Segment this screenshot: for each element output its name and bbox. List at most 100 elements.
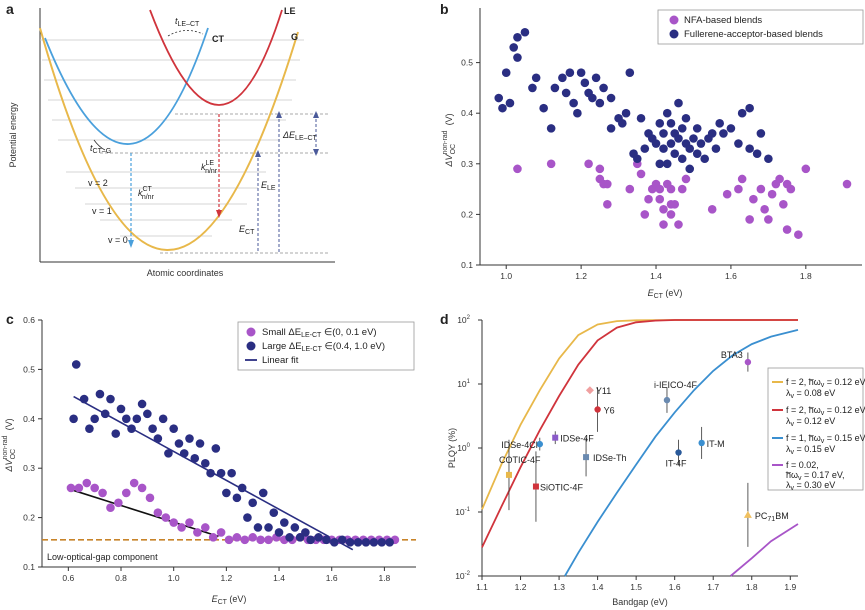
panel-d-xtick-label: 1.3	[553, 582, 565, 592]
panel-c-xtick-label: 1.6	[326, 573, 338, 583]
panel-d-ytick-label: 10-2	[455, 571, 470, 581]
fullerene-point	[632, 154, 642, 164]
nfa-point	[760, 205, 769, 214]
panel-d-ticks: 1.1 1.2 1.3 1.4 1.5 1.6 1.7 1.8 1.9 102 101 100 10-1…	[455, 315, 796, 592]
panel-b-points	[494, 27, 852, 239]
small-de-point	[264, 535, 273, 545]
panel-b: b 1.0 1.2 1.4 1.6 1.8 0.1 0.2 0.3 0.4 0.5 ECT (eV…	[440, 1, 864, 300]
large-de-point	[337, 535, 347, 545]
panel-c-ticks: 0.6 0.8 1.0 1.2 1.4 1.6 1.8 0.1 0.2 0.3 0.4 0.5 0.6	[23, 315, 390, 583]
k-ct-arrowhead	[128, 240, 134, 248]
small-de-point	[129, 478, 139, 488]
nfa-point	[842, 179, 852, 189]
panel-d-points: Y11 Y6 IDSe-4F IDSe-4Cl COTIC-4F SiOTIC-4F IDS…	[499, 350, 789, 547]
large-de-point	[195, 439, 205, 448]
nfa-point	[644, 194, 653, 204]
small-de-point	[98, 488, 107, 498]
panel-c-xlabel: ECT (eV)	[212, 594, 247, 606]
fullerene-point	[576, 68, 586, 78]
point-label: BTA3	[721, 350, 743, 360]
fullerene-point	[599, 83, 608, 93]
t-le-ct-label: tLE–CT	[175, 16, 200, 28]
t-le-ct-arrow	[167, 30, 204, 37]
panel-d-xtick-label: 1.2	[515, 582, 527, 592]
small-de-point	[232, 533, 242, 542]
panel-c-ytick-label: 0.3	[23, 463, 35, 473]
fullerene-point	[591, 73, 601, 83]
nfa-point	[666, 210, 676, 219]
fullerene-point	[715, 119, 724, 128]
data-marker	[743, 510, 752, 518]
fullerene-point	[659, 144, 668, 153]
fullerene-point	[531, 73, 541, 83]
large-de-point	[322, 535, 331, 545]
panel-d-xtick-label: 1.1	[476, 582, 488, 592]
nfa-point	[513, 164, 522, 174]
point-label: Y6	[604, 405, 615, 415]
ct-label: CT	[212, 34, 224, 44]
panel-d-xtick-label: 1.9	[784, 582, 796, 592]
panel-d-xtick-label: 1.5	[630, 582, 642, 592]
fullerene-point	[692, 124, 702, 133]
small-de-point	[137, 483, 147, 493]
fullerene-point	[569, 98, 578, 108]
panel-c-ytick-label: 0.2	[23, 513, 35, 523]
panel-d-xlabel: Bandgap (eV)	[612, 597, 668, 607]
panel-c-ytick-label: 0.4	[23, 414, 35, 424]
small-de-point	[208, 533, 218, 542]
small-de-point	[177, 523, 186, 532]
panel-c: c 0.6 0.8 1.0 1.2 1.4 1.6 1.80.10.20.30.40.50.…	[2, 311, 416, 606]
large-de-point	[206, 468, 215, 478]
fullerene-point	[550, 83, 560, 93]
delta-e-arrowhead-top	[313, 111, 319, 118]
fullerene-point	[662, 159, 672, 169]
large-de-point	[69, 414, 78, 424]
fullerene-point	[670, 149, 680, 158]
fullerene-point	[674, 134, 683, 143]
fullerene-point	[685, 144, 695, 153]
data-marker	[505, 471, 512, 478]
large-de-point	[232, 493, 242, 503]
nfa-point	[756, 184, 766, 194]
small-de-point	[66, 483, 76, 493]
nfa-point	[782, 225, 792, 234]
fullerene-point	[513, 33, 522, 42]
legend-fit-label: Linear fit	[262, 355, 299, 366]
nfa-point	[677, 184, 687, 194]
panel-a-ylabel: Potential energy	[8, 102, 18, 168]
large-de-point	[290, 523, 300, 532]
small-de-point	[106, 503, 115, 513]
large-de-point	[127, 424, 136, 433]
legend-d2-line1: f = 2, h̅ωv = 0.12 eV,	[786, 405, 865, 417]
large-de-point	[185, 434, 194, 443]
fullerene-point	[752, 149, 762, 158]
e-ct-arrowhead	[255, 150, 261, 157]
data-marker	[536, 440, 544, 448]
data-marker	[744, 358, 752, 366]
panel-b-xtick-label: 1.8	[800, 271, 812, 281]
large-de-point	[169, 424, 178, 433]
nfa-point	[722, 189, 732, 199]
large-de-point	[85, 424, 94, 433]
g-label: G	[291, 32, 298, 42]
nfa-point	[737, 174, 747, 184]
nfa-point	[801, 164, 811, 174]
data-marker	[532, 483, 539, 490]
fullerene-point	[636, 113, 646, 123]
fullerene-point	[546, 124, 556, 133]
large-de-point	[306, 535, 315, 545]
vibrational-levels	[40, 39, 304, 237]
panel-d-xtick-label: 1.6	[669, 582, 681, 592]
legend-d3-line1: f = 1, h̅ωv = 0.15 eV,	[786, 433, 865, 445]
nfa-point	[786, 184, 796, 194]
small-de-point	[74, 483, 84, 493]
fullerene-point	[662, 108, 672, 118]
legend-small-label: Small ΔELE-CT ∈(0, 0.1 eV)	[262, 327, 377, 339]
large-de-point	[227, 468, 236, 478]
large-de-point	[158, 414, 168, 424]
fullerene-point	[580, 78, 590, 88]
panel-a: a Potential energy Atomic coordinates	[6, 1, 335, 278]
nfa-point	[546, 159, 556, 169]
fullerene-point	[666, 139, 676, 148]
nfa-point	[584, 159, 593, 169]
